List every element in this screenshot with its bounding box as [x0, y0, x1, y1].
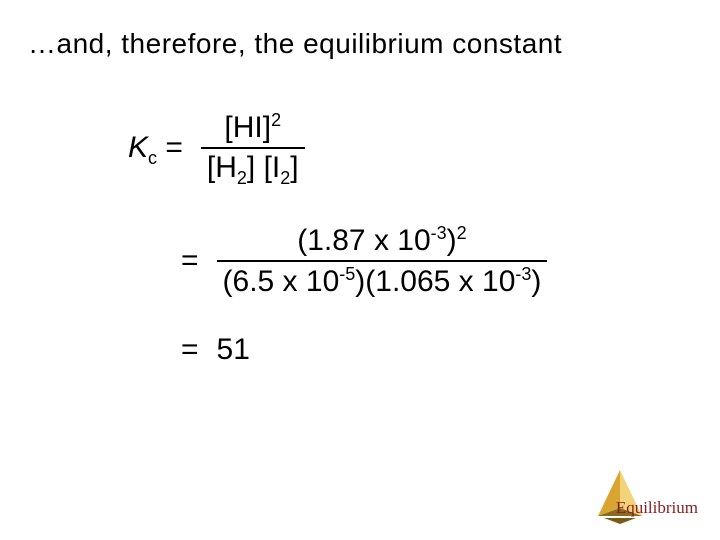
- slide-title: …and, therefore, the equilibrium constan…: [28, 28, 692, 60]
- equals-sign-3: =: [181, 333, 199, 367]
- equation-row-result: = 51: [181, 333, 692, 367]
- equals-sign-1: =: [165, 131, 183, 164]
- num-sup1: -3: [431, 223, 447, 243]
- fraction-numeric: (1.87 x 10-3)2 (6.5 x 10-5)(1.065 x 10-3…: [217, 223, 548, 299]
- hi-bracket: [HI]: [224, 111, 271, 144]
- footer-label: Equilibrium: [616, 498, 698, 518]
- den-a: (6.5 x 10: [223, 265, 340, 298]
- equals-sign-2: =: [181, 244, 199, 278]
- frac2-numerator: (1.87 x 10-3)2: [291, 223, 472, 258]
- hi-exponent: 2: [271, 110, 281, 130]
- i2-open: [I: [264, 151, 281, 184]
- den-sup2: -3: [515, 264, 531, 284]
- num-sup2: 2: [457, 223, 467, 243]
- slide: …and, therefore, the equilibrium constan…: [0, 0, 720, 540]
- tet-shadow: [604, 518, 636, 524]
- h2-sub: 2: [237, 168, 247, 188]
- i2-close: ]: [290, 151, 298, 184]
- den-b: )(1.065 x 10: [355, 265, 515, 298]
- fraction-bar-2: [217, 260, 548, 262]
- result-value: 51: [217, 333, 250, 367]
- i2-sub: 2: [280, 168, 290, 188]
- equation-row-1: Kc = [HI]2 [H2] [I2]: [128, 110, 692, 189]
- frac2-denominator: (6.5 x 10-5)(1.065 x 10-3): [217, 264, 548, 299]
- frac1-numerator: [HI]2: [218, 110, 287, 145]
- K-symbol: K: [128, 131, 148, 164]
- kc-subscript: c: [148, 148, 157, 168]
- den-c: ): [531, 265, 541, 298]
- num-b: ): [447, 224, 457, 257]
- kc-lhs: Kc =: [128, 131, 183, 169]
- h2-open: [H: [207, 151, 237, 184]
- h2-close: ]: [247, 151, 264, 184]
- num-a: (1.87 x 10: [297, 224, 430, 257]
- equation-block: Kc = [HI]2 [H2] [I2] = (1.87 x 10-3)2: [128, 110, 692, 367]
- fraction-bar-1: [201, 147, 305, 149]
- fraction-symbolic: [HI]2 [H2] [I2]: [201, 110, 305, 189]
- den-sup1: -5: [339, 264, 355, 284]
- equation-row-2: = (1.87 x 10-3)2 (6.5 x 10-5)(1.065 x 10…: [181, 223, 692, 299]
- frac1-denominator: [H2] [I2]: [201, 151, 305, 189]
